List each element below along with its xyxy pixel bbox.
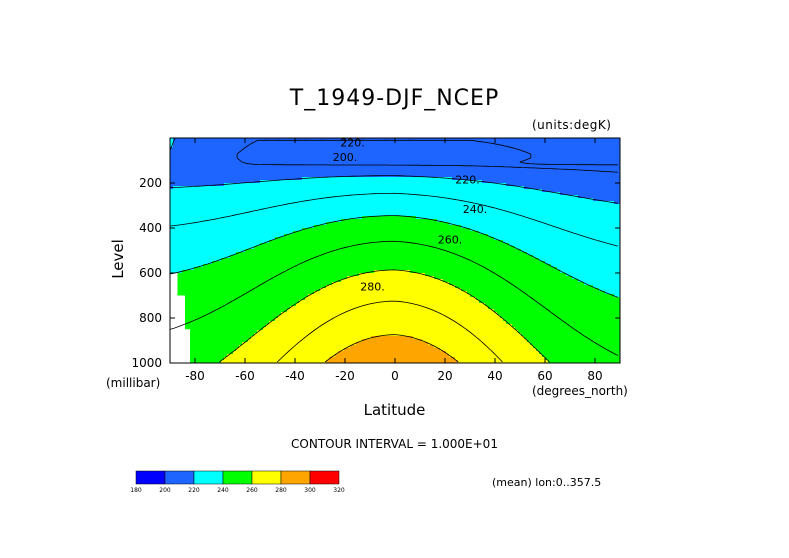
missing-data-region (170, 273, 190, 363)
colorbar: 180 200 220 240 260 280 300 320 (130, 470, 345, 494)
colorbar-label: 260 (246, 487, 258, 494)
contour-lines (170, 138, 619, 363)
x-tick-label: -20 (335, 369, 355, 383)
y-axis-unit: (millibar) (106, 376, 161, 390)
contour-label: 220. (455, 174, 480, 187)
colorbar-label: 300 (304, 487, 316, 494)
y-tick-label: 400 (139, 221, 162, 235)
x-tick-label: -60 (235, 369, 255, 383)
colorbar-swatch (135, 470, 166, 485)
colorbar-label: 200 (159, 487, 171, 494)
contour-labels: 220.200.220.240.260.280. (333, 137, 488, 294)
contour-label: 220. (340, 137, 365, 150)
colorbar-swatch (164, 470, 195, 485)
y-tick-label: 800 (139, 311, 162, 325)
x-tick-label: 20 (437, 369, 452, 383)
x-axis: -80 -60 -40 -20 0 20 40 60 80 (185, 138, 603, 383)
contour-interval-note: CONTOUR INTERVAL = 1.000E+01 (291, 437, 498, 451)
colorbar-swatch (309, 470, 340, 485)
x-tick-label: 60 (537, 369, 552, 383)
mean-note: (mean) lon:0..357.5 (492, 476, 602, 489)
colorbar-swatch (222, 470, 253, 485)
x-tick-label: 80 (587, 369, 602, 383)
units-note: (units:degK) (532, 118, 612, 132)
colorbar-swatch (280, 470, 311, 485)
y-tick-label: 1000 (131, 356, 162, 370)
colorbar-label: 280 (275, 487, 287, 494)
contour-label: 240. (463, 203, 488, 216)
colorbar-label: 240 (217, 487, 229, 494)
x-axis-label: Latitude (363, 401, 426, 419)
colorbar-label: 180 (130, 487, 142, 494)
x-tick-label: 40 (487, 369, 502, 383)
plot-area (170, 138, 620, 363)
x-axis-unit: (degrees_north) (532, 384, 628, 398)
colorbar-swatch (251, 470, 282, 485)
contour-label: 200. (333, 151, 358, 164)
contour-label: 260. (438, 233, 463, 246)
x-tick-label: -40 (285, 369, 305, 383)
chart-title: T_1949-DJF_NCEP (289, 86, 500, 111)
y-axis-label: Level (108, 239, 127, 279)
contour-label: 280. (360, 281, 385, 294)
x-tick-label: 0 (391, 369, 399, 383)
y-tick-label: 200 (139, 176, 162, 190)
x-tick-label: -80 (185, 369, 205, 383)
colorbar-label: 220 (188, 487, 200, 494)
y-axis: 200 400 600 800 1000 (131, 176, 620, 370)
y-tick-label: 600 (139, 266, 162, 280)
colorbar-swatch (193, 470, 224, 485)
colorbar-label: 320 (333, 487, 345, 494)
